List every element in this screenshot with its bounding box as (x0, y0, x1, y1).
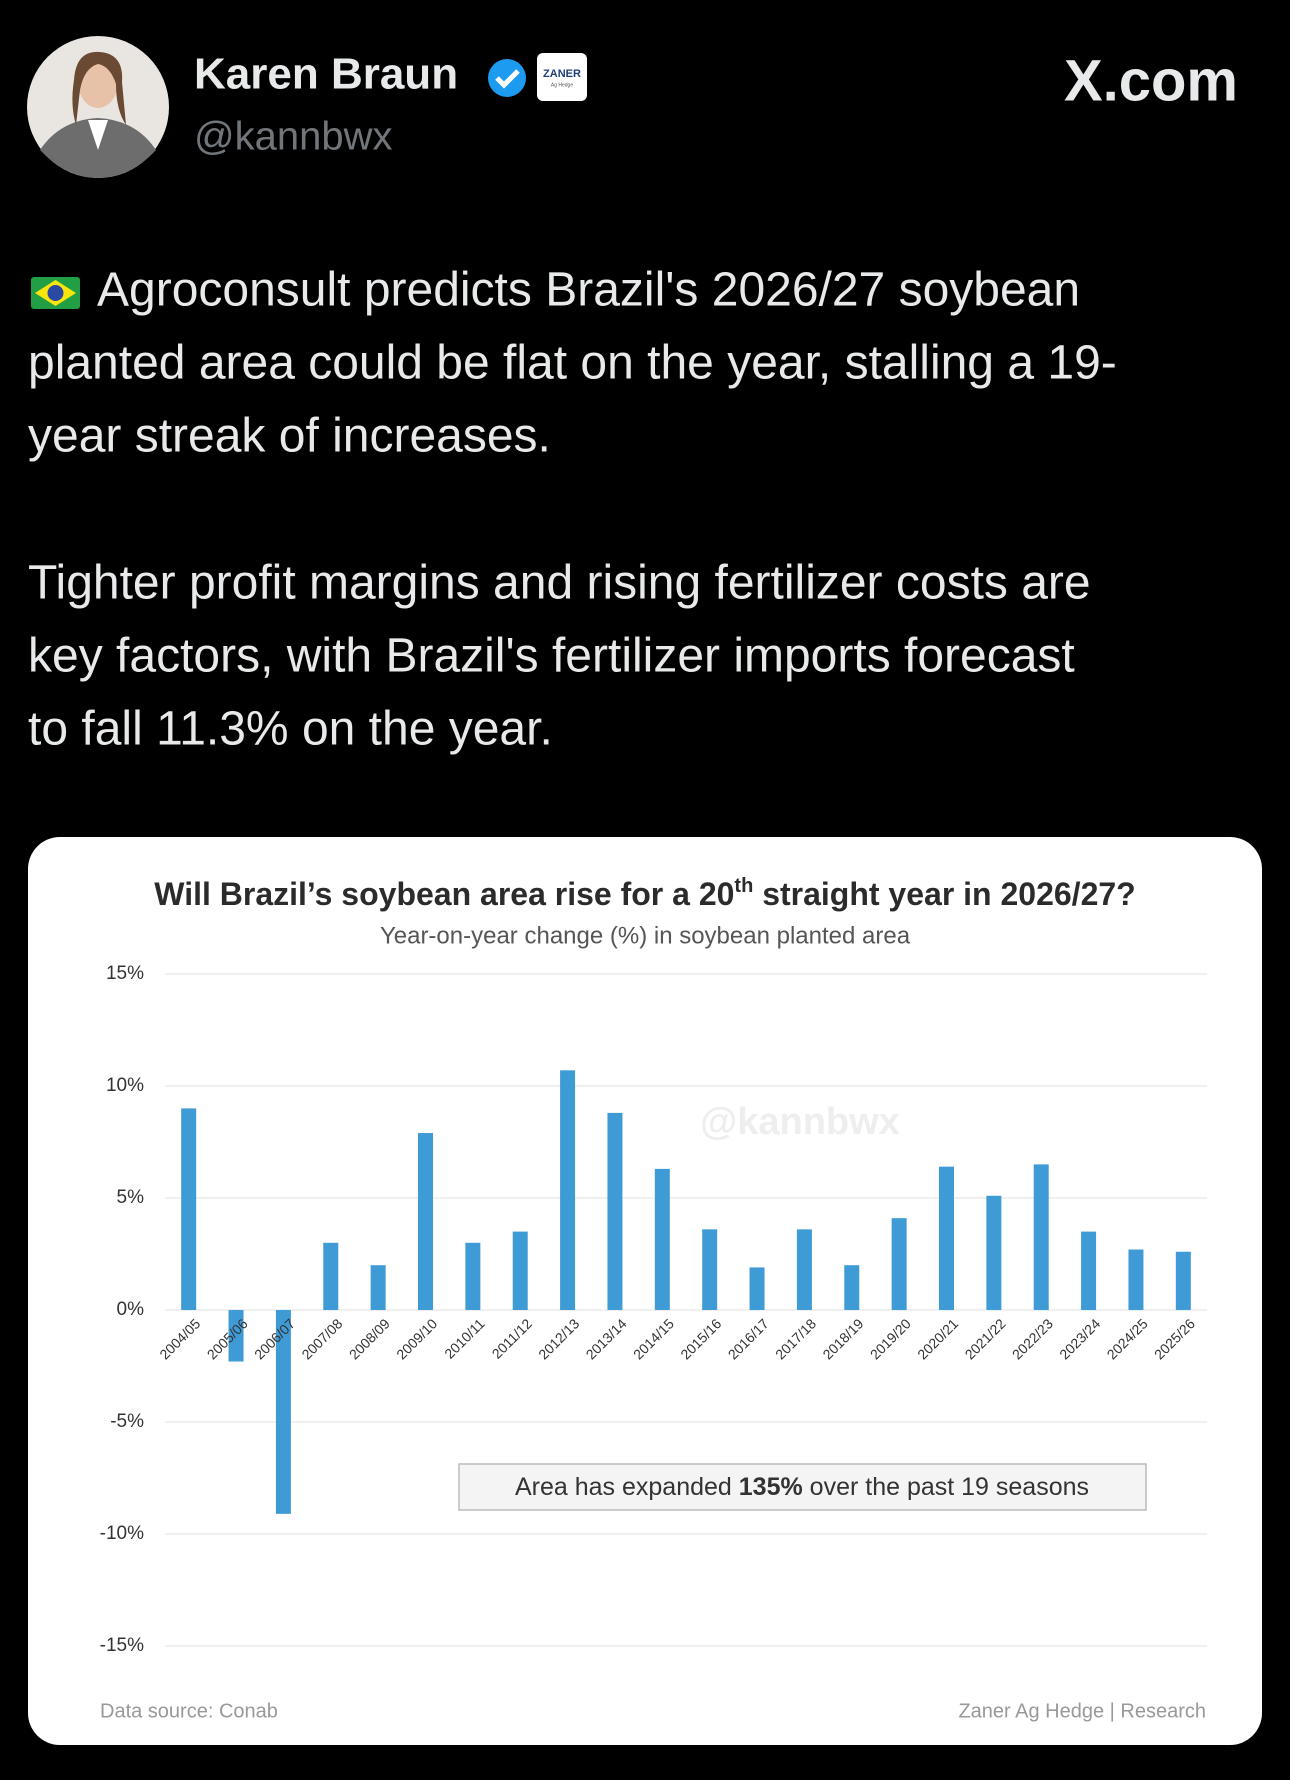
bar (465, 1242, 481, 1310)
bar (512, 1231, 528, 1310)
affiliate-sub: Ag Hedge (551, 82, 573, 88)
verified-badge (488, 59, 526, 97)
affiliate-label: ZANER (543, 68, 581, 80)
y-tick-label: -15% (100, 1635, 144, 1656)
bar (228, 1310, 244, 1362)
bar (1128, 1249, 1144, 1310)
avatar[interactable] (27, 36, 169, 178)
source: Data source: Conab (100, 1700, 278, 1722)
bar (654, 1168, 670, 1310)
tweet-text: Agroconsult predicts Brazil's 2026/27 so… (28, 264, 1117, 756)
bar (323, 1242, 339, 1310)
bar (1081, 1231, 1097, 1310)
annotation-part: over the past 19 seasons (803, 1473, 1089, 1501)
bar (1175, 1251, 1191, 1310)
bar (796, 1229, 812, 1310)
bar (181, 1108, 197, 1310)
bar (607, 1112, 623, 1310)
annotation-box (458, 1463, 1147, 1511)
title-part: Will Brazil’s soybean area rise for a 20 (154, 876, 734, 912)
tweet-line: to fall 11.3% on the year. (28, 703, 553, 756)
bar (844, 1265, 860, 1310)
bar (418, 1133, 433, 1310)
annotation-part: Area has expanded (515, 1473, 739, 1501)
bar (891, 1218, 907, 1310)
tweet-line: Tighter profit margins and rising fertil… (28, 557, 1091, 610)
bar (749, 1267, 765, 1310)
chart-card[interactable] (28, 837, 1262, 1745)
bar (1033, 1164, 1049, 1310)
handle[interactable]: @kannbwx (194, 115, 392, 159)
annotation-highlight: 135% (739, 1473, 803, 1501)
bar (560, 1070, 576, 1310)
y-tick-label: -5% (110, 1411, 144, 1432)
affiliate-badge[interactable] (537, 53, 587, 101)
annotation: Area has expanded 135% over the past 19 … (515, 1473, 1089, 1501)
site-logo: X.com (1064, 48, 1238, 113)
y-tick-label: 5% (117, 1187, 145, 1208)
title-superscript: th (734, 875, 753, 897)
bar (986, 1195, 1002, 1310)
bar (939, 1166, 954, 1310)
chart-title: Will Brazil’s soybean area rise for a 20… (154, 875, 1135, 912)
title-part: straight year in 2026/27? (753, 876, 1135, 912)
y-tick-label: 0% (117, 1299, 145, 1320)
tweet-line: year streak of increases. (28, 410, 551, 463)
display-name[interactable]: Karen Braun (194, 50, 458, 99)
y-tick-label: 10% (106, 1075, 144, 1096)
y-tick-label: 15% (106, 963, 144, 984)
watermark: @kannbwx (700, 1101, 900, 1143)
brazil-flag (31, 277, 80, 309)
y-tick-label: -10% (100, 1523, 144, 1544)
chart-subtitle: Year-on-year change (%) in soybean plant… (380, 922, 911, 949)
tweet-line: Agroconsult predicts Brazil's 2026/27 so… (97, 264, 1080, 317)
credit: Zaner Ag Hedge | Research (958, 1700, 1206, 1722)
bar (370, 1265, 386, 1310)
tweet-line: planted area could be flat on the year, … (28, 337, 1117, 390)
bar (275, 1310, 291, 1514)
tweet-line: key factors, with Brazil's fertilizer im… (28, 630, 1075, 683)
bar (702, 1229, 718, 1310)
